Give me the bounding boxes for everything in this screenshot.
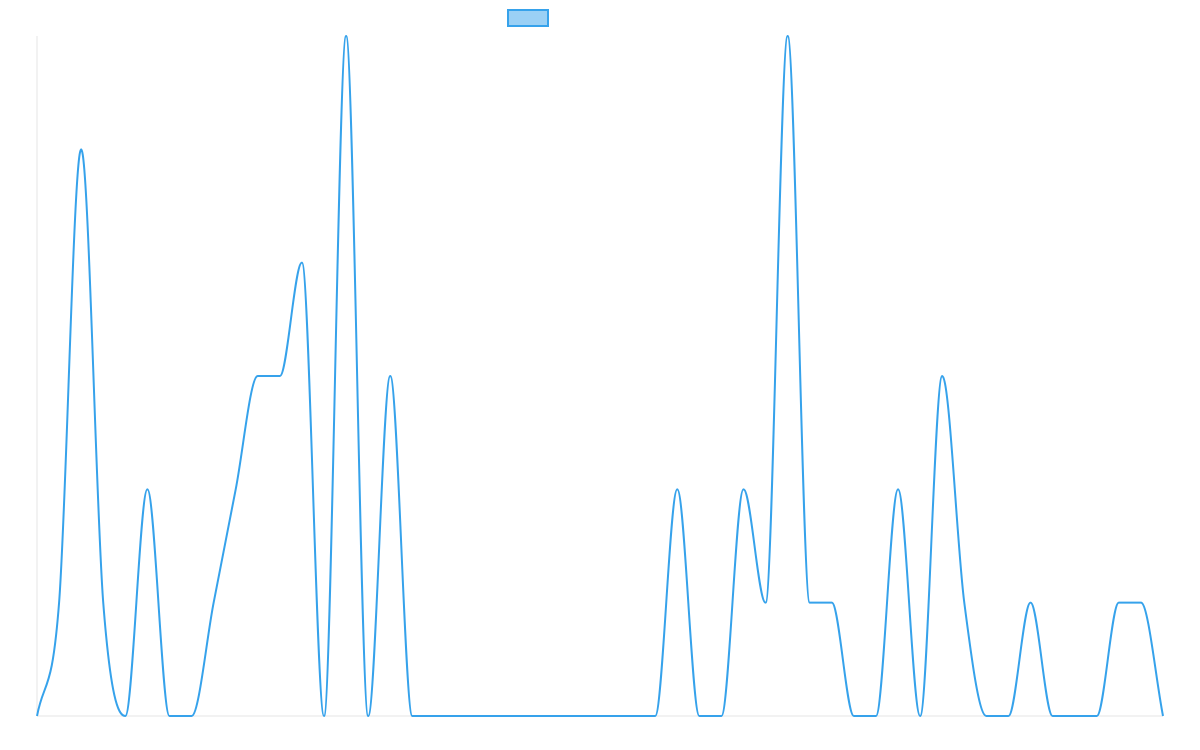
- data-point[interactable]: [476, 713, 482, 719]
- data-point[interactable]: [630, 713, 636, 719]
- data-point[interactable]: [321, 713, 327, 719]
- data-point[interactable]: [144, 486, 150, 492]
- data-point[interactable]: [939, 373, 945, 379]
- data-point[interactable]: [1138, 600, 1144, 606]
- data-point[interactable]: [1005, 713, 1011, 719]
- data-point[interactable]: [983, 713, 989, 719]
- data-point[interactable]: [1116, 600, 1122, 606]
- data-point[interactable]: [741, 486, 747, 492]
- data-point[interactable]: [785, 33, 791, 39]
- data-point[interactable]: [674, 486, 680, 492]
- data-point[interactable]: [763, 600, 769, 606]
- data-point[interactable]: [1028, 600, 1034, 606]
- data-point[interactable]: [718, 713, 724, 719]
- legend-swatch[interactable]: [507, 9, 549, 27]
- data-point[interactable]: [829, 600, 835, 606]
- data-point[interactable]: [851, 713, 857, 719]
- data-point[interactable]: [895, 486, 901, 492]
- data-point[interactable]: [255, 373, 261, 379]
- data-point[interactable]: [277, 373, 283, 379]
- data-point[interactable]: [520, 713, 526, 719]
- data-point[interactable]: [696, 713, 702, 719]
- data-point[interactable]: [233, 486, 239, 492]
- data-point[interactable]: [1072, 713, 1078, 719]
- data-point[interactable]: [56, 600, 62, 606]
- data-point[interactable]: [586, 713, 592, 719]
- data-point[interactable]: [1160, 713, 1166, 719]
- data-point[interactable]: [431, 713, 437, 719]
- data-point[interactable]: [564, 713, 570, 719]
- data-point[interactable]: [608, 713, 614, 719]
- data-point[interactable]: [1094, 713, 1100, 719]
- data-point[interactable]: [917, 713, 923, 719]
- data-point[interactable]: [343, 33, 349, 39]
- data-point[interactable]: [873, 713, 879, 719]
- data-point[interactable]: [34, 713, 40, 719]
- data-point[interactable]: [387, 373, 393, 379]
- data-point[interactable]: [498, 713, 504, 719]
- data-point[interactable]: [453, 713, 459, 719]
- axes: [36, 36, 1163, 717]
- data-point[interactable]: [409, 713, 415, 719]
- data-point[interactable]: [652, 713, 658, 719]
- data-point[interactable]: [542, 713, 548, 719]
- data-point[interactable]: [211, 600, 217, 606]
- series-layer: [36, 35, 1164, 717]
- data-point[interactable]: [1050, 713, 1056, 719]
- data-point[interactable]: [299, 260, 305, 266]
- legend[interactable]: [507, 9, 549, 27]
- data-point[interactable]: [122, 713, 128, 719]
- points-layer: [34, 33, 1166, 719]
- data-point[interactable]: [166, 713, 172, 719]
- data-point[interactable]: [78, 146, 84, 152]
- data-point[interactable]: [189, 713, 195, 719]
- data-point[interactable]: [365, 713, 371, 719]
- data-point[interactable]: [100, 600, 106, 606]
- data-point[interactable]: [807, 600, 813, 606]
- series-line: [36, 35, 1164, 717]
- data-point[interactable]: [961, 600, 967, 606]
